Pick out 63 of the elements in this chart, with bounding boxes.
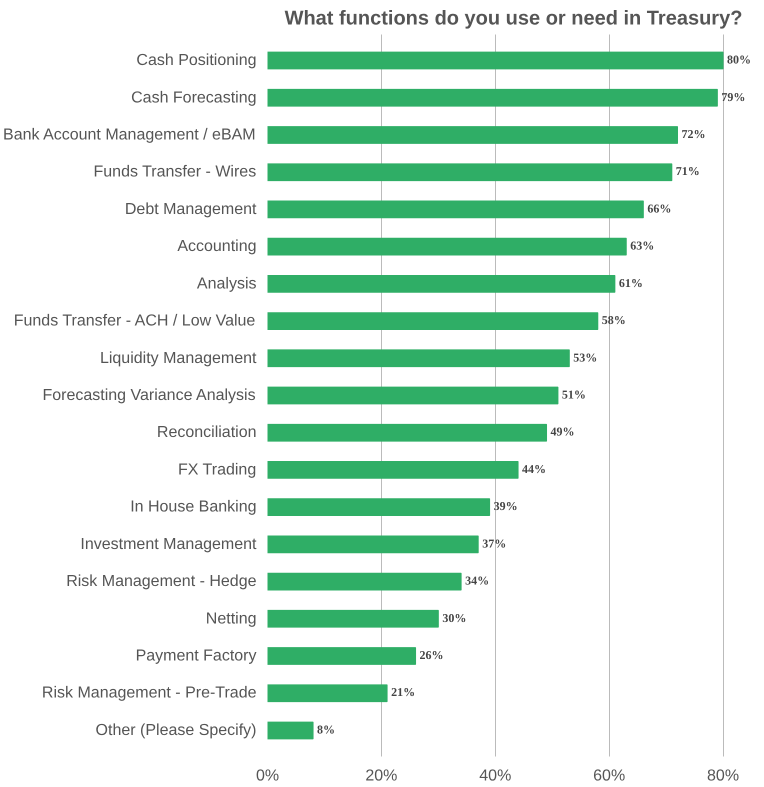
bar [268,126,678,144]
data-label: 8% [317,722,336,736]
y-tick-label: Investment Management [80,536,258,553]
bar [268,572,462,590]
y-tick-label: Netting [206,610,257,628]
data-label: 53% [573,350,598,364]
y-tick-label: Other (Please Specify) [96,722,256,739]
data-label: 51% [562,388,586,402]
y-tick-label: Cash Positioning [136,52,257,70]
bar [268,88,718,107]
y-tick-label: Forecasting Variance Analysis [42,387,256,404]
x-tick-label: 0% [256,768,280,784]
y-tick-label: Liquidity Management [100,350,258,367]
bar [268,424,548,442]
data-label: 30% [442,610,466,625]
data-label: 26% [420,648,444,662]
y-tick-label: Payment Factory [136,648,257,665]
y-tick-label: Accounting [177,238,257,256]
bar [268,684,388,702]
y-tick-label: Funds Transfer - Wires [94,164,256,181]
data-label: 79% [721,90,746,104]
bar [268,610,439,628]
data-label: 72% [682,126,706,141]
bar [268,386,558,404]
data-label: 71% [676,164,700,178]
x-tick-label: 60% [593,768,626,784]
data-label: 49% [550,424,575,439]
bar [268,200,644,218]
bar [268,312,598,330]
y-tick-label: Bank Account Management / eBAM [3,126,256,144]
bar [268,238,627,256]
bar [268,163,672,182]
y-tick-label: FX Trading [178,461,256,478]
y-tick-label: Debt Management [124,200,258,218]
bar [268,647,416,665]
bar [268,349,570,368]
data-label: 21% [391,685,416,700]
data-label: 80% [727,52,752,67]
data-label: 58% [602,313,626,328]
data-label: 44% [522,462,546,476]
x-tick-label: 20% [365,768,398,784]
bar [268,535,479,554]
bar [268,274,616,293]
data-label: 61% [618,276,643,290]
y-tick-label: In House Banking [130,498,257,516]
y-tick-label: Cash Forecasting [131,89,256,106]
bar [268,722,314,740]
chart-title: What functions do you use or need in Treasury? [284,8,742,30]
y-tick-label: Risk Management - Pre-Trade [42,684,257,702]
y-tick-label: Funds Transfer - ACH / Low Value [14,312,256,330]
y-tick-label: Reconciliation [156,424,256,442]
data-label: 37% [482,536,506,550]
data-label: 39% [494,499,518,514]
bar [268,52,724,70]
x-tick-label: 40% [479,768,512,784]
y-tick-label: Analysis [196,275,256,292]
x-tick-label: 80% [707,768,740,784]
data-label: 63% [630,238,654,253]
y-tick-label: Risk Management - Hedge [66,573,257,590]
bar [268,461,519,479]
data-label: 66% [647,201,672,216]
bar [268,498,490,516]
data-label: 34% [465,574,490,588]
